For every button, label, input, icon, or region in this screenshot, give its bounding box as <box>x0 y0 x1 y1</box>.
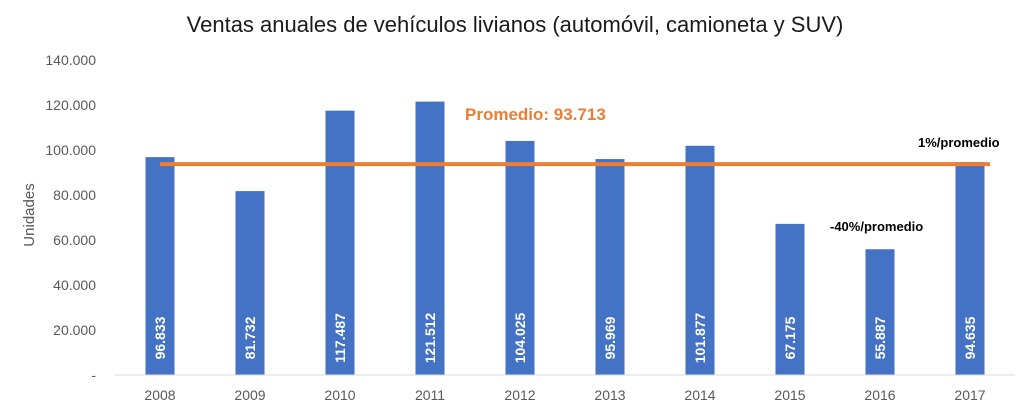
average-line-label: Promedio: 93.713 <box>465 105 606 124</box>
bar-2015 <box>775 223 805 375</box>
bar-2011 <box>415 101 445 376</box>
bar-2016 <box>865 249 895 375</box>
x-tick-label: 2010 <box>324 387 355 403</box>
x-tick-label: 2014 <box>684 387 715 403</box>
bar-2014 <box>685 145 715 375</box>
x-tick-label: 2015 <box>774 387 805 403</box>
data-label: 121.512 <box>422 312 438 363</box>
bars-group: 2008 96.833 2009 81.732 2010 117.487 2011 121.5… <box>144 101 986 403</box>
data-label: 95.969 <box>602 316 618 359</box>
x-tick-label: 2011 <box>415 387 445 403</box>
y-tick-label: - <box>91 367 96 383</box>
annotations-group: 1%/promedio -40%/promedio <box>830 135 1000 234</box>
y-tick-label: 60.000 <box>53 232 96 248</box>
annotation-label: -40%/promedio <box>830 219 923 234</box>
x-tick-label: 2013 <box>594 387 625 403</box>
x-tick-label: 2009 <box>234 387 265 403</box>
y-axis-ticks: - 20.000 40.000 60.000 80.000 100.000 120.000 1… <box>45 52 96 383</box>
data-label: 81.732 <box>242 316 258 359</box>
data-label: 67.175 <box>782 316 798 359</box>
y-tick-label: 40.000 <box>53 277 96 293</box>
x-tick-label: 2008 <box>144 387 175 403</box>
data-label: 104.025 <box>512 312 528 363</box>
bar-2013 <box>595 159 625 375</box>
y-tick-label: 120.000 <box>45 97 96 113</box>
bar-2017 <box>955 162 985 375</box>
data-label: 94.635 <box>962 316 978 359</box>
average-line-group: Promedio: 93.713 <box>160 105 990 167</box>
y-tick-label: 140.000 <box>45 52 96 68</box>
x-tick-label: 2012 <box>504 387 535 403</box>
data-label: 96.833 <box>152 316 168 359</box>
y-tick-label: 100.000 <box>45 142 96 158</box>
y-tick-label: 20.000 <box>53 322 96 338</box>
bar-2012 <box>505 140 535 375</box>
y-tick-label: 80.000 <box>53 187 96 203</box>
annotation-label: 1%/promedio <box>918 135 1000 150</box>
data-label: 117.487 <box>332 313 348 363</box>
chart-title: Ventas anuales de vehículos livianos (au… <box>187 12 844 37</box>
data-label: 101.877 <box>692 312 708 363</box>
y-axis-label: Unidades <box>21 183 38 246</box>
bar-2008 <box>145 157 175 375</box>
x-tick-label: 2016 <box>864 387 895 403</box>
bar-2010 <box>325 110 355 376</box>
bar-2009 <box>235 191 265 375</box>
data-label: 55.887 <box>872 316 888 359</box>
x-tick-label: 2017 <box>954 387 985 403</box>
